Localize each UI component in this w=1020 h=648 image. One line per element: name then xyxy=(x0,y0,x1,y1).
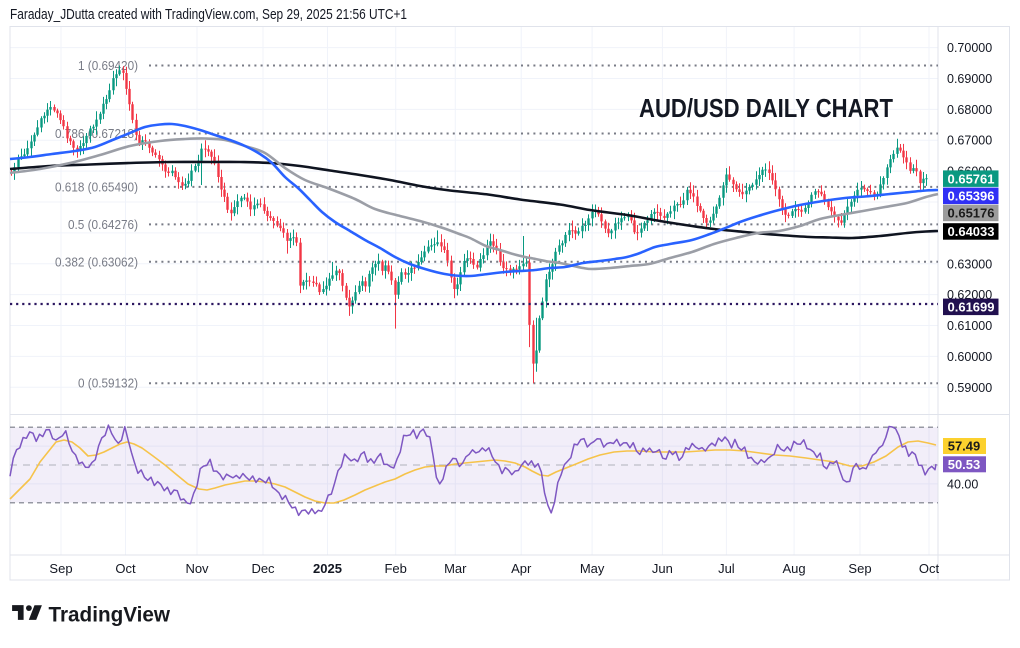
svg-text:Sep: Sep xyxy=(848,561,871,576)
svg-text:1 (0.69420): 1 (0.69420) xyxy=(78,58,138,73)
svg-text:Nov: Nov xyxy=(185,561,209,576)
svg-text:Oct: Oct xyxy=(919,561,940,576)
svg-text:0.382 (0.63062): 0.382 (0.63062) xyxy=(55,254,138,269)
svg-text:Feb: Feb xyxy=(384,561,406,576)
svg-text:2025: 2025 xyxy=(313,561,342,576)
svg-text:0.65176: 0.65176 xyxy=(948,206,995,221)
svg-text:0.68000: 0.68000 xyxy=(947,103,992,117)
svg-text:Apr: Apr xyxy=(511,561,532,576)
svg-text:0.60000: 0.60000 xyxy=(947,350,992,364)
svg-text:40.00: 40.00 xyxy=(947,478,978,492)
svg-text:0.65761: 0.65761 xyxy=(948,171,995,186)
svg-text:0.67000: 0.67000 xyxy=(947,134,992,148)
svg-text:0.61699: 0.61699 xyxy=(948,299,995,314)
svg-text:0.69000: 0.69000 xyxy=(947,72,992,86)
svg-text:Jul: Jul xyxy=(718,561,735,576)
svg-text:Oct: Oct xyxy=(115,561,136,576)
svg-text:0 (0.59132): 0 (0.59132) xyxy=(78,376,138,391)
svg-text:Sep: Sep xyxy=(49,561,72,576)
svg-text:0.63000: 0.63000 xyxy=(947,257,992,271)
svg-text:50.53: 50.53 xyxy=(948,457,981,472)
svg-text:0.65396: 0.65396 xyxy=(948,188,995,203)
svg-text:Dec: Dec xyxy=(251,561,275,576)
svg-text:May: May xyxy=(580,561,605,576)
svg-text:0.64033: 0.64033 xyxy=(948,224,995,239)
svg-text:0.618 (0.65490): 0.618 (0.65490) xyxy=(55,179,138,194)
svg-text:0.5 (0.64276): 0.5 (0.64276) xyxy=(68,217,138,232)
svg-text:57.49: 57.49 xyxy=(948,439,981,454)
svg-text:Faraday_JDutta created with Tr: Faraday_JDutta created with TradingView.… xyxy=(10,6,407,23)
svg-text:Jun: Jun xyxy=(652,561,673,576)
svg-text:0.61000: 0.61000 xyxy=(947,319,992,333)
svg-text:TradingView: TradingView xyxy=(49,602,171,626)
svg-text:AUD/USD DAILY CHART: AUD/USD DAILY CHART xyxy=(639,93,893,123)
svg-text:0.59000: 0.59000 xyxy=(947,381,992,395)
svg-text:Mar: Mar xyxy=(444,561,467,576)
svg-text:0.70000: 0.70000 xyxy=(947,41,992,55)
svg-text:Aug: Aug xyxy=(783,561,806,576)
